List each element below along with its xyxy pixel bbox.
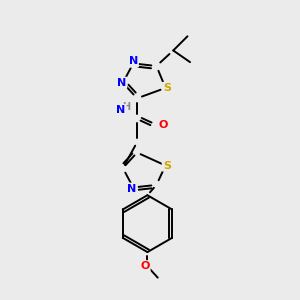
Text: N: N: [127, 184, 136, 194]
Text: N: N: [117, 78, 126, 88]
Text: O: O: [158, 120, 168, 130]
Text: S: S: [163, 83, 171, 93]
Text: H: H: [122, 102, 130, 112]
Text: N: N: [129, 56, 138, 67]
Text: N: N: [116, 105, 125, 115]
Text: O: O: [140, 261, 149, 271]
Text: S: S: [163, 160, 171, 170]
